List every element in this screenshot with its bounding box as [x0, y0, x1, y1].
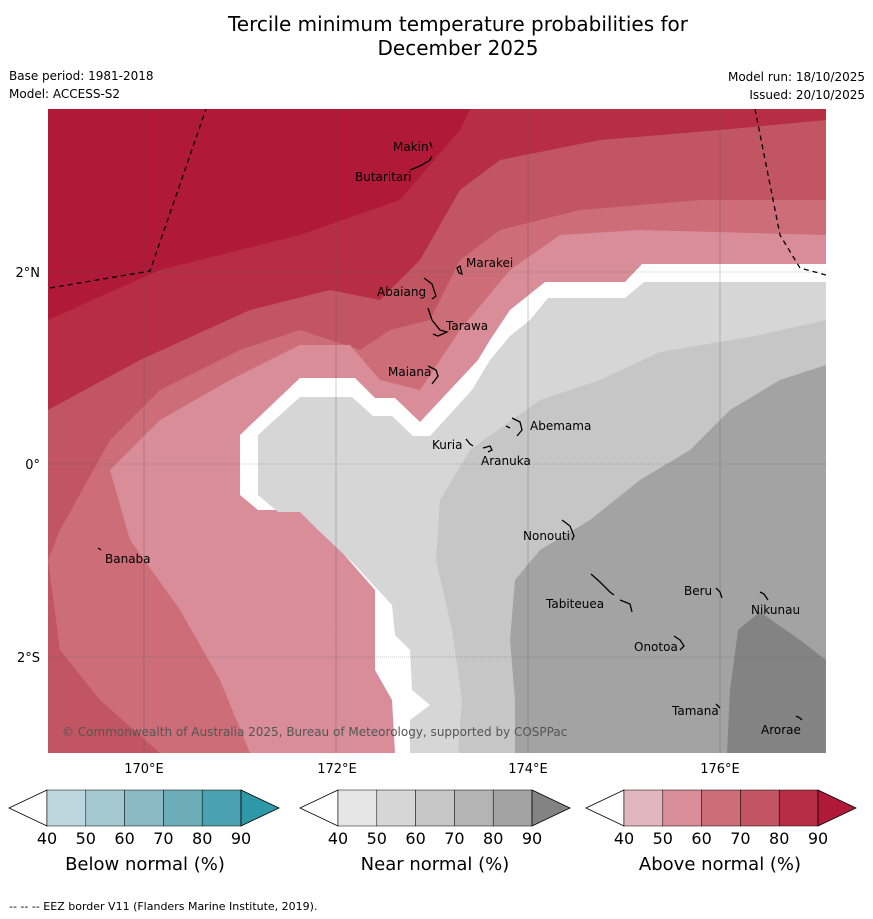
colorbar-near-tick: 60 [405, 829, 425, 848]
colorbar-below-low-extend [8, 789, 48, 827]
colorbar-above-segment [623, 789, 664, 827]
place-tarawa: Tarawa [445, 319, 488, 333]
place-kuria: Kuria [432, 438, 463, 452]
colorbar-near-segment [415, 789, 455, 827]
colorbar-below-tick: 80 [192, 829, 212, 848]
place-butaritari: Butaritari [355, 170, 412, 184]
title-line-2: December 2025 [377, 36, 539, 60]
lon-label-172e: 172°E [317, 762, 357, 777]
colorbar-below-segment [124, 789, 164, 827]
colorbar-below-segment [46, 789, 87, 827]
colorbars: 40 50 60 70 80 90 40 50 60 70 80 90 40 50 60 70 80 90 [8, 789, 857, 848]
eez-footnote: -- -- -- EEZ border V11 (Flanders Marine… [9, 900, 318, 913]
title-line-1: Tercile minimum temperature probabilitie… [227, 12, 689, 36]
axis-labels: 2°N 0° 2°S 170°E 172°E 174°E 176°E [16, 266, 740, 777]
place-makin: Makin [393, 140, 429, 154]
colorbar-above-segment [778, 789, 819, 827]
colorbar-below-tick: 70 [153, 829, 173, 848]
base-period: Base period: 1981-2018 [9, 69, 154, 83]
zone-near-80-90 [727, 612, 826, 753]
place-maiana: Maiana [388, 365, 431, 379]
colorbar-above: 40 50 60 70 80 90 [585, 789, 857, 848]
copyright-notice: © Commonwealth of Australia 2025, Bureau… [62, 725, 567, 739]
colorbar-near: 40 50 60 70 80 90 [299, 789, 571, 848]
colorbar-above-tick: 60 [691, 829, 711, 848]
gridlines [48, 109, 826, 753]
colorbar-above-segment [740, 789, 780, 827]
colorbar-near-segment [376, 789, 416, 827]
colorbar-below-segment [163, 789, 203, 827]
colorbar-above-high-extend [817, 789, 857, 827]
colorbar-below-segment [85, 789, 125, 827]
colorbar-near-segment [492, 789, 533, 827]
place-banaba: Banaba [105, 552, 151, 566]
model-name: Model: ACCESS-S2 [9, 87, 121, 101]
colorbar-above-tick: 40 [614, 829, 634, 848]
map-title: Tercile minimum temperature probabilitie… [0, 12, 873, 60]
island-outlines [97, 141, 803, 721]
colorbar-title-below: Below normal (%) [65, 854, 225, 875]
colorbar-below-tick: 60 [114, 829, 134, 848]
colorbar-title-near: Near normal (%) [360, 854, 510, 875]
lon-label-176e: 176°E [700, 762, 740, 777]
colorbar-above-low-extend [585, 789, 625, 827]
lat-label-0: 0° [25, 458, 40, 473]
colorbar-title-above: Above normal (%) [638, 854, 802, 875]
map-area: Makin Butaritari Marakei Abaiang Tarawa … [48, 109, 826, 753]
colorbar-above-tick: 50 [653, 829, 673, 848]
colorbar-below-segment [201, 789, 242, 827]
colorbar-near-high-extend [531, 789, 571, 827]
colorbar-near-tick: 70 [444, 829, 464, 848]
lat-label-2n: 2°N [16, 266, 41, 281]
colorbar-near-tick: 50 [367, 829, 387, 848]
place-arorae: Arorae [761, 723, 801, 737]
place-tamana: Tamana [671, 704, 719, 718]
place-nonouti: Nonouti [523, 529, 570, 543]
colorbar-above-tick: 80 [769, 829, 789, 848]
place-beru: Beru [684, 584, 712, 598]
colorbar-near-tick: 80 [483, 829, 503, 848]
colorbar-above-segment [701, 789, 741, 827]
eez-borders [49, 109, 826, 289]
place-labels: Makin Butaritari Marakei Abaiang Tarawa … [105, 140, 801, 737]
place-abaiang: Abaiang [377, 285, 426, 299]
colorbar-near-low-extend [299, 789, 339, 827]
colorbar-below-tick: 90 [231, 829, 251, 848]
colorbar-below-high-extend [240, 789, 280, 827]
colorbar-below-tick: 50 [76, 829, 96, 848]
lon-label-174e: 174°E [508, 762, 548, 777]
model-run: Model run: 18/10/2025 [727, 70, 865, 84]
colorbar-above-tick: 90 [808, 829, 828, 848]
lon-label-170e: 170°E [124, 762, 164, 777]
issued-date: Issued: 20/10/2025 [749, 88, 865, 102]
colorbar-near-segment [337, 789, 378, 827]
place-onotoa: Onotoa [634, 640, 678, 654]
colorbar-near-segment [454, 789, 494, 827]
colorbar-above-segment [662, 789, 702, 827]
colorbar-near-tick: 40 [328, 829, 348, 848]
lat-label-2s: 2°S [17, 651, 40, 666]
place-marakei: Marakei [466, 256, 513, 270]
colorbar-above-tick: 70 [730, 829, 750, 848]
colorbar-below-tick: 40 [37, 829, 57, 848]
colorbar-near-tick: 90 [522, 829, 542, 848]
place-aranuka: Aranuka [481, 454, 531, 468]
place-tabiteuea: Tabiteuea [545, 597, 604, 611]
place-nikunau: Nikunau [751, 603, 800, 617]
colorbar-below: 40 50 60 70 80 90 [8, 789, 280, 848]
place-abemama: Abemama [530, 419, 591, 433]
